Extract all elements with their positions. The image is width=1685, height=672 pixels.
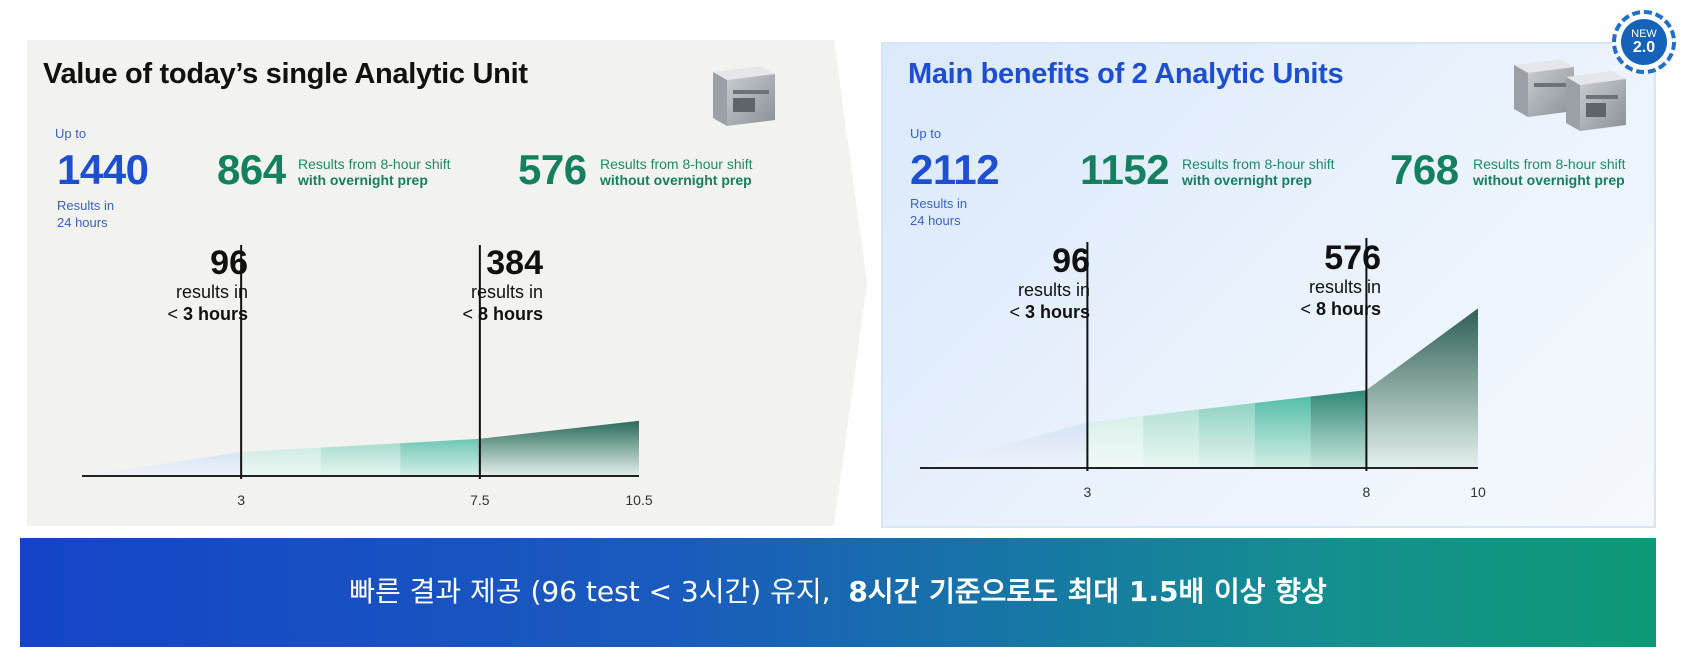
left-stat-without-desc-text: Results from 8-hour shift <box>600 156 753 172</box>
right-ann1-lt: < <box>1009 302 1020 322</box>
left-stat-with-desc-text: Results from 8-hour shift <box>298 156 451 172</box>
right-stat-without-desc-bold: without overnight prep <box>1473 172 1625 188</box>
right-stat-main-caption-1: Results in <box>910 196 968 211</box>
summary-banner: 빠른 결과 제공 (96 test < 3시간) 유지, 8시간 기준으로도 최… <box>20 538 1656 647</box>
left-stat-without-value: 576 <box>518 146 587 193</box>
left-stat-main-value: 1440 <box>57 146 149 193</box>
right-tick-label: 3 <box>1084 484 1092 500</box>
left-tick-label: 3 <box>237 492 245 508</box>
left-up-to: Up to <box>55 126 87 141</box>
right-stat-main-caption-2: 24 hours <box>910 213 961 228</box>
left-ann2-line1: results in <box>470 282 543 302</box>
right-ann1-hours: 3 hours <box>1024 302 1090 322</box>
right-stat-with-desc-text: Results from 8-hour shift <box>1182 156 1335 172</box>
new-version-badge: NEW 2.0 <box>1612 10 1676 74</box>
left-area-segment <box>241 447 321 476</box>
right-ann2-number: 576 <box>1324 239 1381 277</box>
badge-line1: NEW <box>1631 28 1657 40</box>
right-area-segment <box>1254 396 1311 468</box>
right-area-segment <box>920 422 1088 468</box>
analyzer-unit-icon <box>713 66 775 126</box>
right-area-segment <box>1143 409 1199 468</box>
right-tick-label: 10 <box>1470 484 1486 500</box>
left-tick-label: 7.5 <box>470 492 490 508</box>
banner-text-bold: 8시간 기준으로도 최대 1.5배 이상 향상 <box>848 575 1327 608</box>
right-area-segment <box>1199 403 1255 468</box>
left-stat-with-value: 864 <box>217 146 286 193</box>
right-area-segment <box>1366 308 1478 468</box>
left-panel-title: Value of today’s single Analytic Unit <box>43 58 528 90</box>
left-ann1-line1: results in <box>175 282 248 302</box>
left-annotation-8h: 384 results in < 8 hours <box>462 245 543 325</box>
banner-text: 빠른 결과 제공 (96 test < 3시간) 유지, 8시간 기준으로도 최… <box>20 572 1656 612</box>
right-area-segment <box>1087 415 1144 468</box>
left-ann2-lt: < <box>462 304 473 324</box>
left-ann2-number: 384 <box>486 244 543 282</box>
badge-line2: 2.0 <box>1632 39 1656 56</box>
dual-analyzer-units-icon <box>1514 59 1626 131</box>
right-stat-with-desc: Results from 8-hour shift with overnight… <box>1182 156 1335 188</box>
right-area-segment <box>1310 390 1367 468</box>
right-stat-without-desc: Results from 8-hour shift without overni… <box>1473 156 1626 188</box>
left-ann1-hours: 3 hours <box>182 304 248 324</box>
right-annotation-3h: 96 results in < 3 hours <box>1009 243 1090 323</box>
left-area-segment <box>82 452 242 476</box>
left-stat-without-desc-bold: without overnight prep <box>600 172 752 188</box>
left-area-segment <box>400 438 480 476</box>
left-stat-main-caption-1: Results in <box>57 198 115 213</box>
left-area-segment <box>320 443 401 476</box>
right-stat-with-value: 1152 <box>1080 146 1170 193</box>
right-stat-without-value: 768 <box>1390 146 1459 193</box>
right-ann1-number: 96 <box>1052 242 1090 280</box>
right-annotation-8h: 576 results in < 8 hours <box>1300 240 1381 320</box>
right-ann1-line1: results in <box>1017 280 1090 300</box>
right-ann2-lt: < <box>1300 299 1311 319</box>
left-area-segment <box>479 420 639 476</box>
right-ann2-line1: results in <box>1308 277 1381 297</box>
right-up-to: Up to <box>910 126 942 141</box>
left-stat-with-desc: Results from 8-hour shift with overnight… <box>298 156 451 188</box>
right-tick-label: 8 <box>1363 484 1371 500</box>
left-stat-with-desc-bold: with overnight prep <box>298 172 428 188</box>
left-stat-main-caption-2: 24 hours <box>57 215 108 230</box>
right-panel-title: Main benefits of 2 Analytic Units <box>908 58 1344 90</box>
left-tick-label: 10.5 <box>625 492 652 508</box>
right-stat-without-desc-text: Results from 8-hour shift <box>1473 156 1626 172</box>
banner-text-regular: 빠른 결과 제공 (96 test < 3시간) 유지, <box>349 575 831 608</box>
left-ann1-lt: < <box>167 304 178 324</box>
left-stat-without-desc: Results from 8-hour shift without overni… <box>600 156 753 188</box>
right-stat-main-value: 2112 <box>910 146 1000 193</box>
left-ann2-hours: 8 hours <box>477 304 543 324</box>
right-ann2-hours: 8 hours <box>1315 299 1381 319</box>
right-stat-with-desc-bold: with overnight prep <box>1182 172 1312 188</box>
